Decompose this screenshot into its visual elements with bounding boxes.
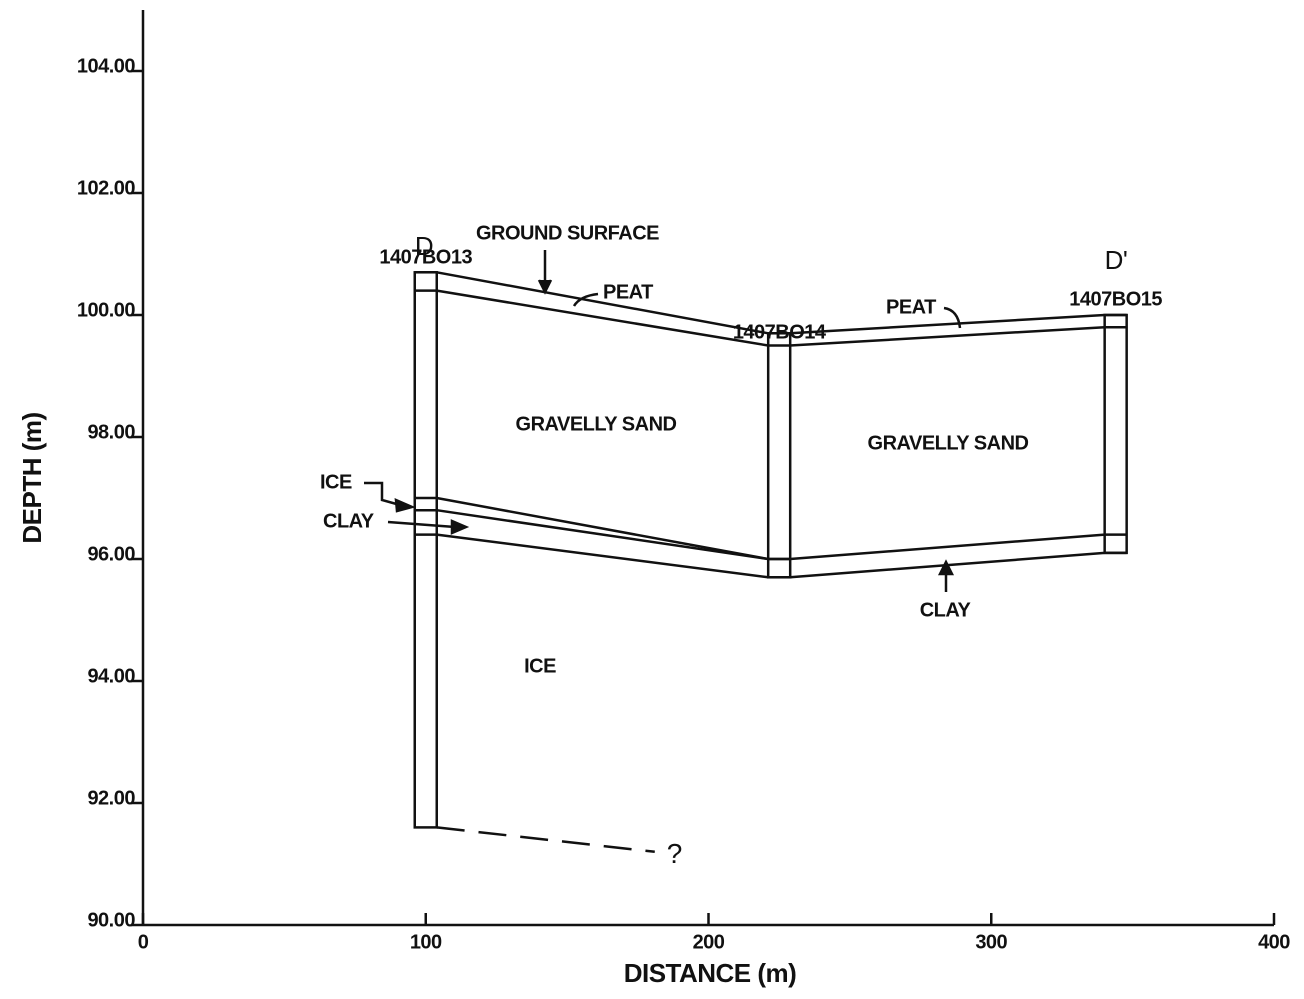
- annotation: PEAT: [886, 296, 936, 318]
- annotation: CLAY: [920, 599, 972, 621]
- borehole-name: 1407BO15: [1069, 288, 1162, 310]
- borehole-name: 1407BO13: [379, 246, 472, 268]
- y-tick-label: 98.00: [87, 421, 135, 443]
- annotation: GRAVELLY SAND: [868, 432, 1029, 454]
- x-tick-label: 300: [975, 931, 1007, 953]
- y-tick-label: 96.00: [87, 543, 135, 565]
- x-tick-label: 200: [693, 931, 725, 953]
- y-tick-label: 90.00: [87, 909, 135, 931]
- x-tick-label: 400: [1258, 931, 1290, 953]
- layer-boundary: [437, 510, 768, 559]
- inferred-label: ?: [667, 838, 682, 869]
- x-tick-label: 100: [410, 931, 442, 953]
- annotation: ICE: [524, 655, 556, 677]
- y-tick-label: 92.00: [87, 787, 135, 809]
- y-tick-label: 102.00: [77, 177, 136, 199]
- annotation: CLAY: [323, 510, 375, 532]
- y-tick-label: 94.00: [87, 665, 135, 687]
- borehole: [1105, 315, 1127, 553]
- layer-boundary: [437, 535, 768, 578]
- borehole: [415, 272, 437, 827]
- chart: DISTANCE (m) DEPTH (m) D D' GROUND SURFA…: [0, 0, 1304, 999]
- annotation: GRAVELLY SAND: [516, 413, 677, 435]
- inferred-boundary: [437, 827, 655, 851]
- leader: [364, 483, 400, 505]
- borehole: [768, 333, 790, 577]
- annotation: GROUND SURFACE: [476, 222, 659, 244]
- arrow: [388, 522, 455, 527]
- y-tick-label: 104.00: [77, 55, 136, 77]
- x-axis-label: DISTANCE (m): [624, 958, 797, 988]
- arrowhead: [452, 521, 466, 533]
- y-tick-label: 100.00: [77, 299, 136, 321]
- arrowhead: [396, 500, 412, 511]
- section-end: D': [1105, 245, 1128, 275]
- layer-boundary: [437, 498, 768, 559]
- annotation: ICE: [320, 471, 352, 493]
- y-axis-label: DEPTH (m): [17, 412, 47, 543]
- annotation: PEAT: [603, 281, 653, 303]
- x-tick-label: 0: [138, 931, 149, 953]
